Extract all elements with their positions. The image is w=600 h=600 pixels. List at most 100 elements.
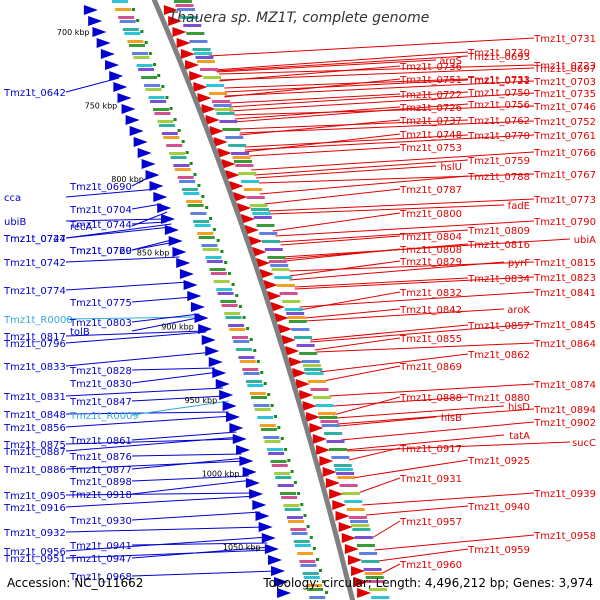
feature-band-outer	[249, 204, 268, 207]
feature-band-outer	[206, 84, 225, 87]
label-connector	[333, 396, 469, 407]
forward-strand-arrow	[172, 27, 187, 37]
reverse-strand-arrow	[239, 456, 254, 466]
kbp-mark: 950 kbp	[185, 396, 218, 405]
feature-band-outer	[267, 256, 286, 259]
feature-band-inner	[291, 532, 308, 535]
gene-label: Tmz1t_0737	[399, 116, 462, 127]
gene-label: Tmz1t_0925	[467, 456, 530, 467]
feature-band-inner	[247, 384, 264, 387]
label-connector	[382, 563, 401, 574]
gene-label: Tmz1t_0809	[467, 226, 530, 237]
reverse-strand-arrow	[83, 5, 98, 15]
gene-label: Tmz1t_0762	[467, 116, 530, 127]
feature-band-inner	[154, 112, 171, 115]
reverse-strand-arrow	[226, 412, 241, 422]
feature-band-inner	[302, 572, 319, 575]
feature-band-outer	[238, 172, 257, 175]
label-connector	[259, 175, 469, 195]
label-connector	[131, 316, 203, 332]
feature-band-inner	[242, 368, 259, 371]
tick-dot	[157, 74, 161, 77]
feature-band-inner	[186, 200, 203, 203]
label-connector	[131, 570, 276, 577]
forward-strand-arrow	[241, 214, 256, 224]
feature-band-inner	[246, 380, 263, 383]
gene-label: Tmz1t_0856	[3, 423, 66, 434]
tick-dot	[267, 393, 271, 396]
gene-label: Tmz1t_0751	[399, 75, 462, 86]
feature-band-outer	[194, 52, 213, 55]
forward-strand-arrow	[347, 555, 362, 565]
forward-strand-arrow	[322, 467, 337, 477]
label-connector	[289, 261, 505, 281]
feature-band-outer	[302, 364, 321, 367]
feature-band-outer	[350, 520, 369, 523]
feature-band-inner	[181, 188, 198, 191]
feature-band-inner	[209, 268, 226, 271]
tick-dot	[315, 558, 319, 561]
tick-dot	[319, 569, 323, 572]
feature-band-inner	[127, 40, 144, 43]
feature-band-outer	[324, 432, 343, 435]
feature-band-outer	[326, 440, 345, 443]
gene-label: Tmz1t_0753	[399, 143, 462, 154]
gene-label: Tmz1t_0760	[69, 246, 132, 257]
feature-band-inner	[217, 292, 234, 295]
forward-strand-arrow	[295, 379, 310, 389]
feature-band-outer	[271, 268, 290, 271]
tick-dot	[293, 481, 297, 484]
forward-strand-arrow	[229, 181, 244, 191]
feature-band-inner	[224, 312, 241, 315]
feature-band-inner	[183, 192, 200, 195]
reverse-strand-arrow	[161, 214, 176, 224]
gene-label: Tmz1t_0894	[533, 405, 596, 416]
tick-dot	[216, 239, 220, 242]
feature-band-outer	[233, 160, 252, 163]
feature-band-inner	[268, 452, 285, 455]
feature-band-inner	[253, 404, 270, 407]
topology-text: Topology: circular; Length: 4,496,212 bp…	[262, 576, 593, 590]
tick-dot	[209, 217, 213, 220]
feature-band-outer	[315, 404, 334, 407]
feature-band-outer	[175, 4, 194, 7]
label-connector	[352, 459, 469, 479]
forward-strand-arrow	[209, 126, 224, 136]
feature-band-outer	[333, 464, 352, 467]
label-connector	[239, 119, 401, 136]
label-connector	[131, 313, 200, 323]
gene-label: Tmz1t_0880	[467, 393, 530, 404]
feature-band-inner	[275, 476, 292, 479]
feature-band-outer	[189, 40, 208, 43]
reverse-strand-arrow	[215, 379, 230, 389]
reverse-strand-arrow	[232, 434, 247, 444]
feature-band-inner	[228, 324, 245, 327]
label-connector	[208, 37, 535, 57]
label-connector	[344, 434, 505, 451]
tick-dot	[131, 8, 135, 11]
gene-label: Tmz1t_0823	[533, 273, 596, 284]
gene-label: Tmz1t_0642	[3, 88, 66, 99]
feature-band-outer	[371, 596, 390, 599]
forward-strand-arrow	[193, 82, 208, 92]
feature-band-outer	[305, 372, 324, 375]
label-connector	[239, 120, 535, 134]
reverse-strand-arrow	[88, 16, 103, 26]
reverse-strand-arrow	[242, 467, 257, 477]
feature-band-inner	[206, 260, 223, 263]
tick-dot	[231, 283, 235, 286]
gene-label: Tmz1t_0690	[69, 182, 132, 193]
label-connector	[264, 188, 401, 205]
label-connector	[244, 134, 469, 148]
feature-band-outer	[351, 524, 370, 527]
gene-label: Tmz1t_0968	[69, 572, 132, 583]
kbp-mark: 700 kbp	[57, 28, 90, 37]
feature-band-inner	[193, 220, 210, 223]
reverse-strand-arrow	[129, 126, 144, 136]
forward-strand-arrow	[267, 291, 282, 301]
label-connector	[337, 408, 535, 425]
forward-strand-arrow	[309, 423, 324, 433]
label-connector	[65, 188, 158, 198]
label-connector	[131, 479, 253, 495]
feature-band-outer	[334, 468, 353, 471]
